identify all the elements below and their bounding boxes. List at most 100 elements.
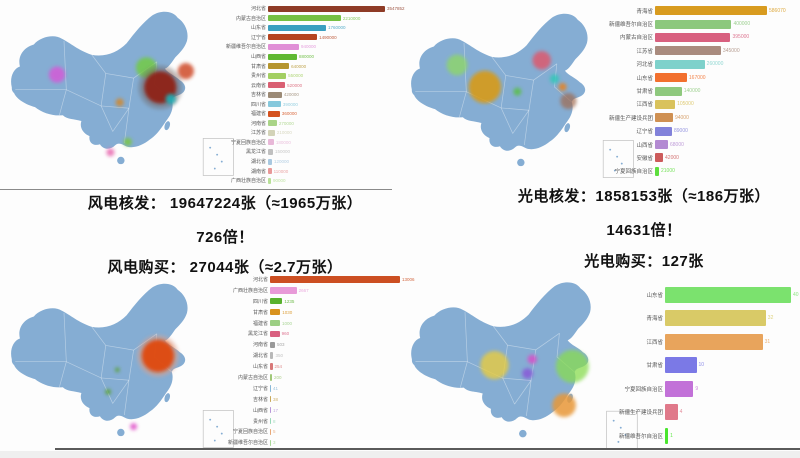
province-border <box>459 312 468 388</box>
map-bubble[interactable] <box>532 51 551 70</box>
bar[interactable] <box>268 43 299 50</box>
bar[interactable] <box>270 417 271 425</box>
bar[interactable] <box>270 319 280 327</box>
map-bubble[interactable] <box>558 82 567 92</box>
province-label: 宁夏回族自治区 <box>624 386 663 393</box>
province-label: 广西壮族自治区 <box>230 178 266 185</box>
bar-value: 260000 <box>706 61 724 68</box>
bar[interactable] <box>270 395 271 403</box>
province-label: 新疆维吾尔自治区 <box>618 433 663 440</box>
bar[interactable] <box>268 101 281 108</box>
map-bubble[interactable] <box>115 98 124 107</box>
bar-value: 150000 <box>274 149 290 155</box>
bar[interactable] <box>655 6 767 16</box>
bar[interactable] <box>268 53 298 60</box>
bar[interactable] <box>665 357 697 374</box>
bar[interactable] <box>268 91 282 98</box>
map-bubble[interactable] <box>446 54 468 76</box>
bar[interactable] <box>665 404 678 421</box>
bar[interactable] <box>270 341 276 349</box>
province-border <box>514 380 532 405</box>
bar[interactable] <box>270 363 273 370</box>
bar[interactable] <box>270 385 271 392</box>
bar[interactable] <box>268 120 277 127</box>
bar[interactable] <box>268 34 318 41</box>
map-bubble[interactable] <box>105 388 111 395</box>
bar[interactable] <box>655 166 659 176</box>
map-bubble[interactable] <box>522 368 533 379</box>
bar[interactable] <box>665 286 791 303</box>
bar[interactable] <box>270 428 271 436</box>
bar[interactable] <box>270 287 297 294</box>
bar[interactable] <box>270 308 281 316</box>
bar[interactable] <box>268 24 327 31</box>
bar[interactable] <box>655 46 721 56</box>
bar[interactable] <box>655 86 682 96</box>
map-bubble[interactable] <box>555 349 589 383</box>
bar[interactable] <box>665 427 669 444</box>
map-bubble[interactable] <box>468 70 502 104</box>
map-bubble[interactable] <box>527 354 537 364</box>
bar[interactable] <box>268 129 275 136</box>
bar[interactable] <box>268 5 385 12</box>
map-bubble[interactable] <box>480 351 509 380</box>
bar[interactable] <box>270 297 283 305</box>
bar[interactable] <box>655 73 687 83</box>
bar[interactable] <box>268 15 341 22</box>
bar[interactable] <box>270 439 271 447</box>
south-china-sea-inset <box>602 140 634 178</box>
chart-row: 云南省 520000 <box>166 80 405 90</box>
bar[interactable] <box>665 380 694 397</box>
map-bubble[interactable] <box>165 93 176 105</box>
map-bubble[interactable] <box>513 87 522 96</box>
bar[interactable] <box>270 352 274 359</box>
bar[interactable] <box>270 374 272 381</box>
china-map-svg <box>11 283 234 448</box>
bar[interactable] <box>655 59 705 69</box>
bar[interactable] <box>268 139 274 146</box>
map-bubble[interactable] <box>123 137 132 146</box>
bar[interactable] <box>270 276 400 283</box>
bar[interactable] <box>268 82 286 89</box>
bar[interactable] <box>268 168 272 175</box>
bar-value: 360000 <box>281 111 297 117</box>
map-bubble[interactable] <box>48 66 66 83</box>
bar[interactable] <box>270 330 280 338</box>
bar-value: 17 <box>273 407 279 413</box>
chart-row: 新疆维吾尔自治区 400000 <box>553 17 786 30</box>
map-bubble[interactable] <box>549 74 560 84</box>
province-label: 宁夏回族自治区 <box>232 429 268 436</box>
chart-row: 四川省 390000 <box>166 99 405 109</box>
bar[interactable] <box>655 19 732 29</box>
bar[interactable] <box>268 63 290 70</box>
south-china-sea-inset <box>202 138 234 176</box>
map-bubble[interactable] <box>106 148 115 157</box>
bar[interactable] <box>665 310 766 327</box>
bar[interactable] <box>268 72 287 79</box>
province-label: 江苏省 <box>250 130 266 137</box>
footer-strip <box>0 451 800 458</box>
bar[interactable] <box>655 126 672 136</box>
bar[interactable] <box>268 158 272 165</box>
map-bubble[interactable] <box>130 423 138 431</box>
bar-value: 3547852 <box>387 6 405 12</box>
province-label: 湖北省 <box>250 159 266 166</box>
bar[interactable] <box>665 333 763 350</box>
map-bubble[interactable] <box>115 367 120 373</box>
bar[interactable] <box>655 113 673 123</box>
map-bubble[interactable] <box>141 339 175 373</box>
bar[interactable] <box>655 99 676 109</box>
map-bubble[interactable] <box>552 393 576 418</box>
bar[interactable] <box>268 177 271 184</box>
bar[interactable] <box>655 153 664 163</box>
bar[interactable] <box>268 110 280 117</box>
bar-value: 21000 <box>661 168 675 175</box>
bar[interactable] <box>270 406 271 414</box>
bar[interactable] <box>655 32 731 42</box>
bar[interactable] <box>268 148 273 155</box>
bar[interactable] <box>655 140 668 150</box>
province-border <box>123 78 134 144</box>
map-bubble[interactable] <box>560 92 577 110</box>
map-bubble[interactable] <box>177 63 194 80</box>
